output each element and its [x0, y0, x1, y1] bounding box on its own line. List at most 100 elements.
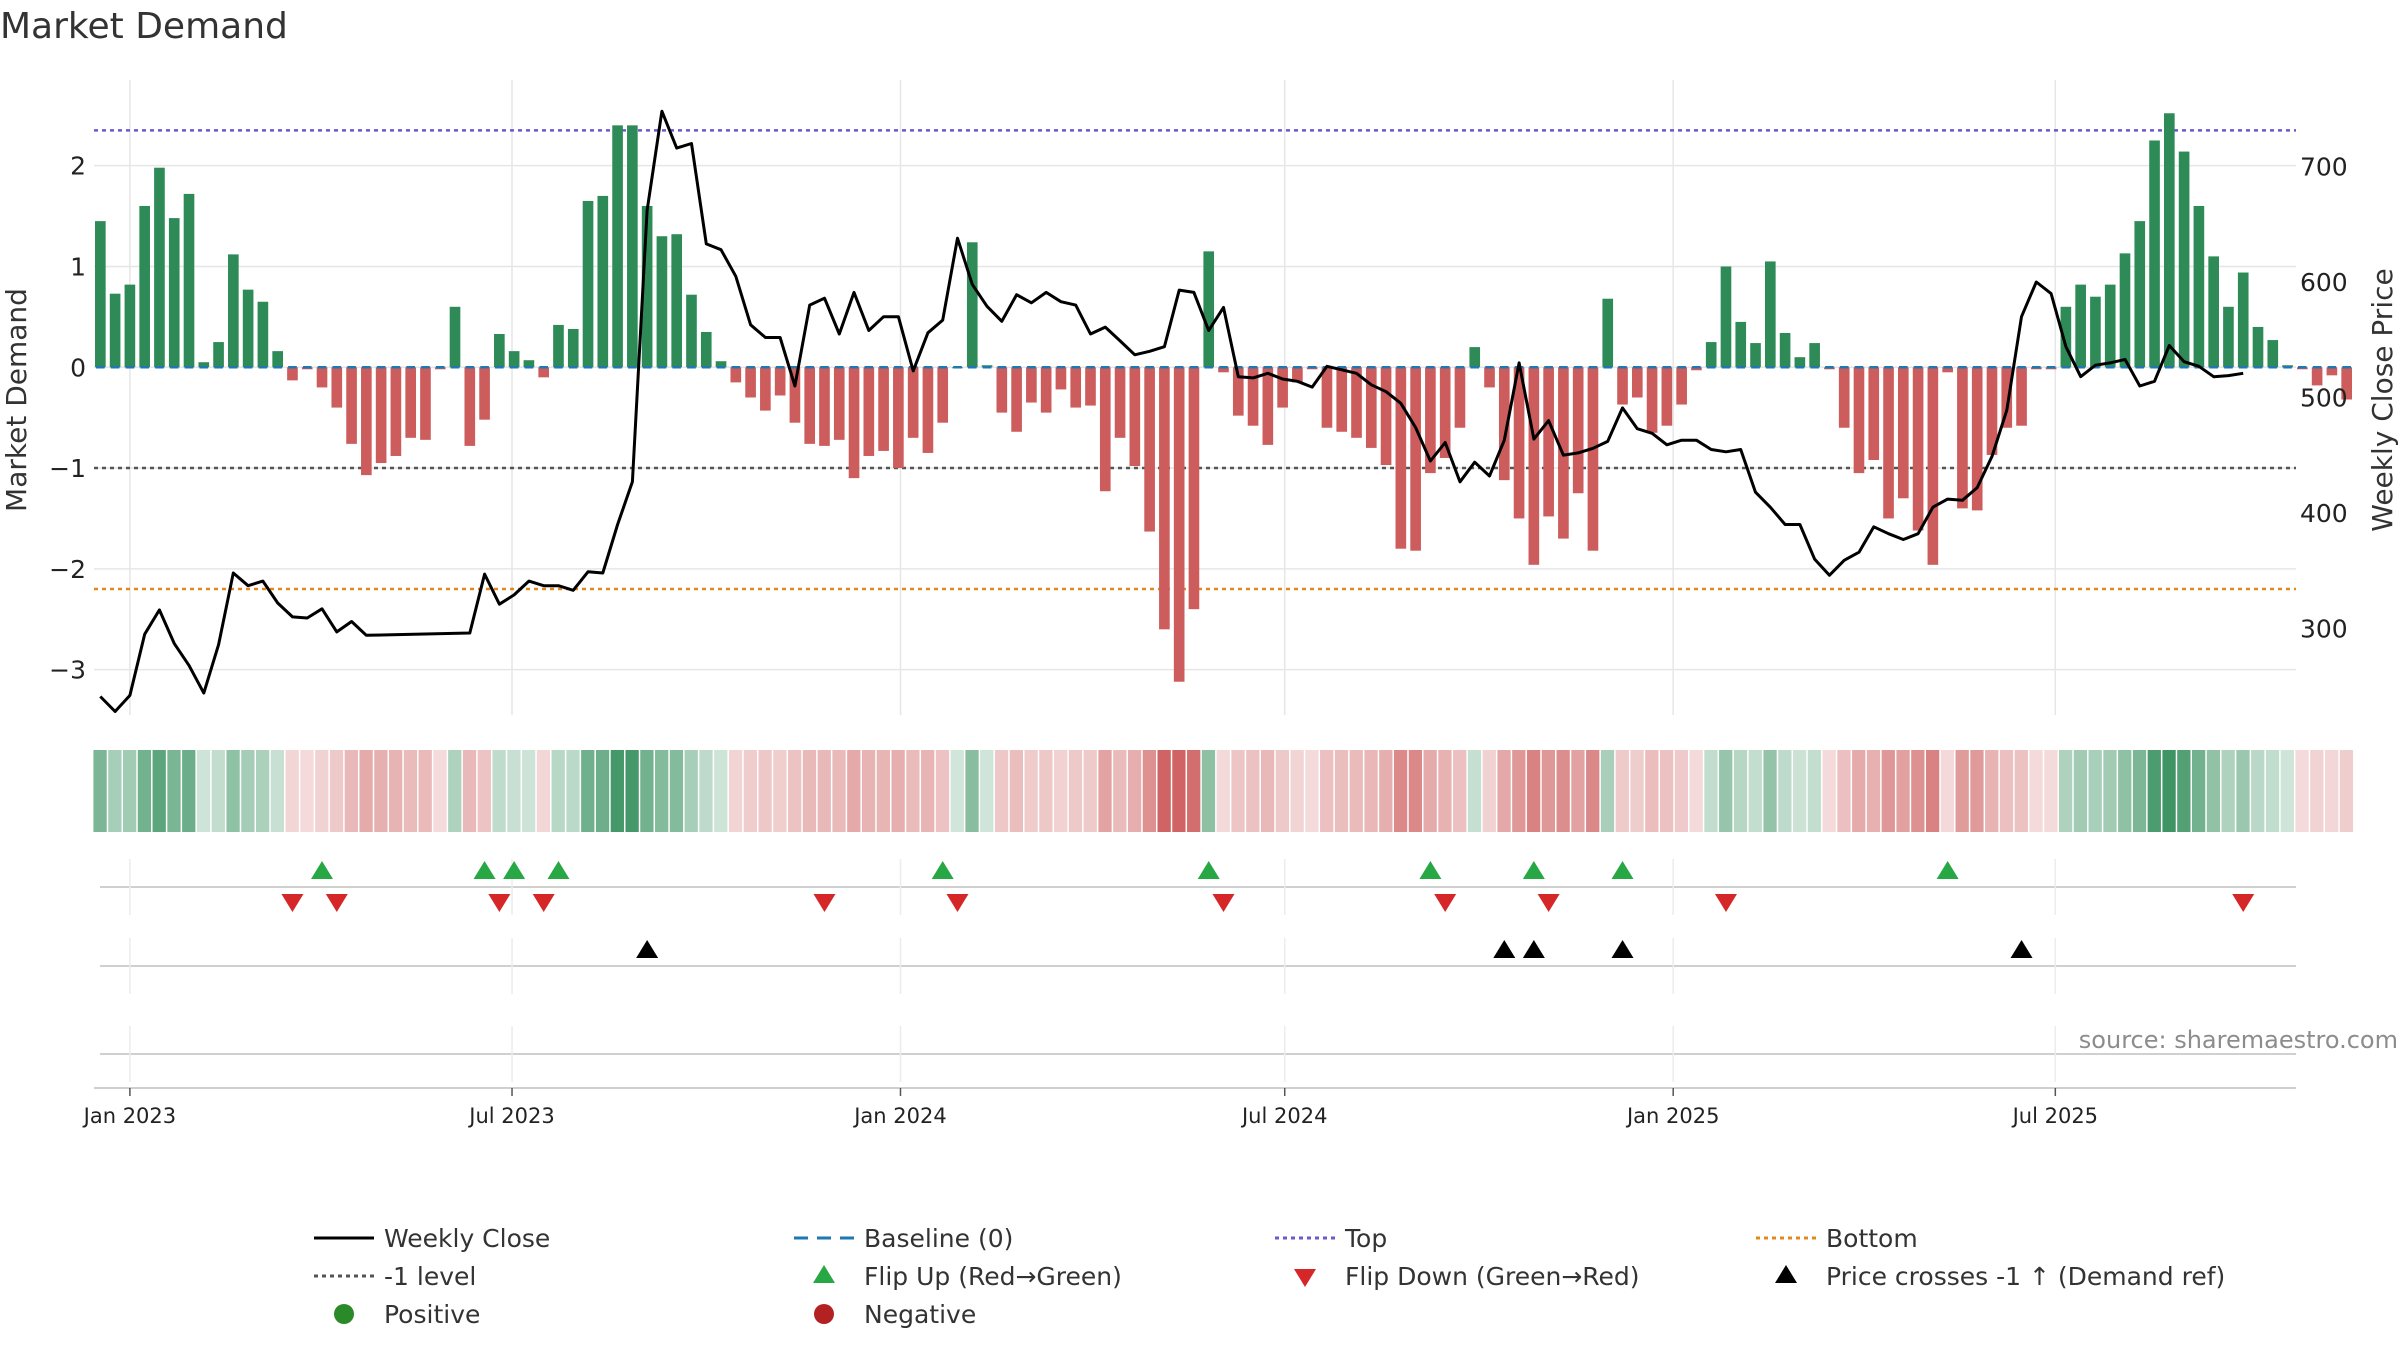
demand-bar: [523, 360, 535, 368]
demand-bar: [272, 351, 283, 368]
demand-bar: [95, 221, 106, 368]
demand-bar: [1897, 367, 1909, 499]
demand-bar: [1676, 367, 1687, 405]
heat-cell: [93, 750, 107, 832]
heat-cell: [1054, 750, 1068, 832]
heat-cell: [1305, 750, 1319, 832]
heat-cell: [1216, 750, 1230, 832]
demand-bar: [1617, 367, 1628, 405]
legend-label: Price crosses -1 ↑ (Demand ref): [1826, 1262, 2225, 1291]
heat-cell: [2280, 750, 2294, 832]
demand-bar: [996, 367, 1008, 413]
legend-label: Top: [1344, 1224, 1387, 1253]
heat-cell: [847, 750, 861, 832]
demand-bar: [1602, 298, 1614, 368]
flip-up-marker: [1197, 861, 1220, 879]
price-cross-marker: [1493, 940, 1516, 958]
demand-bar: [1129, 367, 1141, 467]
legend-label: Weekly Close: [384, 1224, 550, 1253]
demand-bar: [1543, 367, 1554, 517]
chart-title: Market Demand: [0, 6, 288, 47]
demand-bar: [1159, 367, 1170, 630]
demand-bar: [508, 351, 520, 368]
heat-cell: [743, 750, 757, 832]
price-cross-marker: [2010, 940, 2033, 958]
heat-cell: [329, 750, 344, 832]
demand-bar: [2075, 284, 2086, 368]
demand-bar: [228, 254, 239, 368]
demand-bar: [937, 367, 949, 423]
demand-bar: [257, 301, 269, 368]
demand-bar: [1410, 367, 1421, 551]
demand-bar: [1720, 266, 1732, 368]
heat-cell: [1970, 750, 1984, 832]
heat-cell: [1320, 750, 1334, 832]
left-axis-ticks: 2 1 0 −1 −2 −3: [49, 152, 86, 685]
demand-bar: [1942, 367, 1953, 373]
flip-up-marker: [1419, 861, 1442, 879]
flip-down-marker: [1714, 894, 1737, 912]
heat-cell: [1260, 750, 1275, 832]
left-tick-label: −3: [49, 656, 86, 685]
heat-cell: [507, 750, 521, 832]
demand-bar: [833, 367, 845, 440]
right-tick-label: 300: [2300, 614, 2348, 643]
demand-bar: [538, 367, 550, 378]
heat-cell: [2191, 750, 2206, 832]
heat-cell: [699, 750, 713, 832]
heat-cell: [2073, 750, 2088, 832]
legend-swatch: [1294, 1269, 1316, 1287]
heat-cell: [1423, 750, 1437, 832]
heat-cell: [1246, 750, 1260, 832]
heat-cell: [241, 750, 255, 832]
demand-bar: [1779, 332, 1791, 368]
flip-down-marker: [813, 894, 836, 912]
demand-bar: [331, 367, 343, 408]
demand-bar: [627, 125, 638, 368]
legend-item: Top: [1275, 1224, 1387, 1253]
heat-cell: [2251, 750, 2265, 832]
heat-cell: [1290, 750, 1304, 832]
heat-cell: [1763, 750, 1777, 832]
demand-bar: [346, 367, 357, 444]
heat-cell: [1822, 750, 1836, 832]
flip-down-marker: [1434, 894, 1457, 912]
demand-bar: [1705, 342, 1717, 368]
heat-cell: [2177, 750, 2191, 832]
heat-cell: [714, 750, 728, 832]
demand-bar: [582, 200, 594, 368]
heat-cell: [1837, 750, 1851, 832]
left-tick-label: 2: [70, 152, 86, 181]
demand-bar: [1513, 367, 1525, 519]
heat-cell: [1778, 750, 1792, 832]
heat-cell: [758, 750, 772, 832]
demand-bar: [656, 236, 668, 368]
heat-cell: [773, 750, 787, 832]
heat-cell: [1157, 750, 1171, 832]
legend-swatch: [813, 1265, 835, 1283]
demand-bar: [198, 362, 210, 368]
heat-cell: [1201, 750, 1216, 832]
x-tick-label: Jan 2024: [852, 1104, 947, 1128]
legend-item: Flip Down (Green→Red): [1294, 1262, 1640, 1291]
heat-cell: [211, 750, 225, 832]
heat-cell: [536, 750, 551, 832]
demand-bar: [2149, 140, 2160, 368]
heat-cell: [1571, 750, 1585, 832]
heat-cell: [492, 750, 506, 832]
flip-down-marker: [532, 894, 555, 912]
flip-down-marker: [946, 894, 969, 912]
heat-cell: [1083, 750, 1097, 832]
heat-cell: [1866, 750, 1881, 832]
heat-cell: [1482, 750, 1496, 832]
heat-cell: [1024, 750, 1038, 832]
demand-bar: [1144, 367, 1155, 532]
heat-cell: [625, 750, 639, 832]
demand-bar: [1026, 367, 1037, 403]
demand-bar: [2267, 340, 2279, 368]
heat-cell: [1659, 750, 1674, 832]
demand-bar: [1764, 261, 1776, 368]
heat-cell: [965, 750, 979, 832]
legend-label: Flip Up (Red→Green): [864, 1262, 1122, 1291]
